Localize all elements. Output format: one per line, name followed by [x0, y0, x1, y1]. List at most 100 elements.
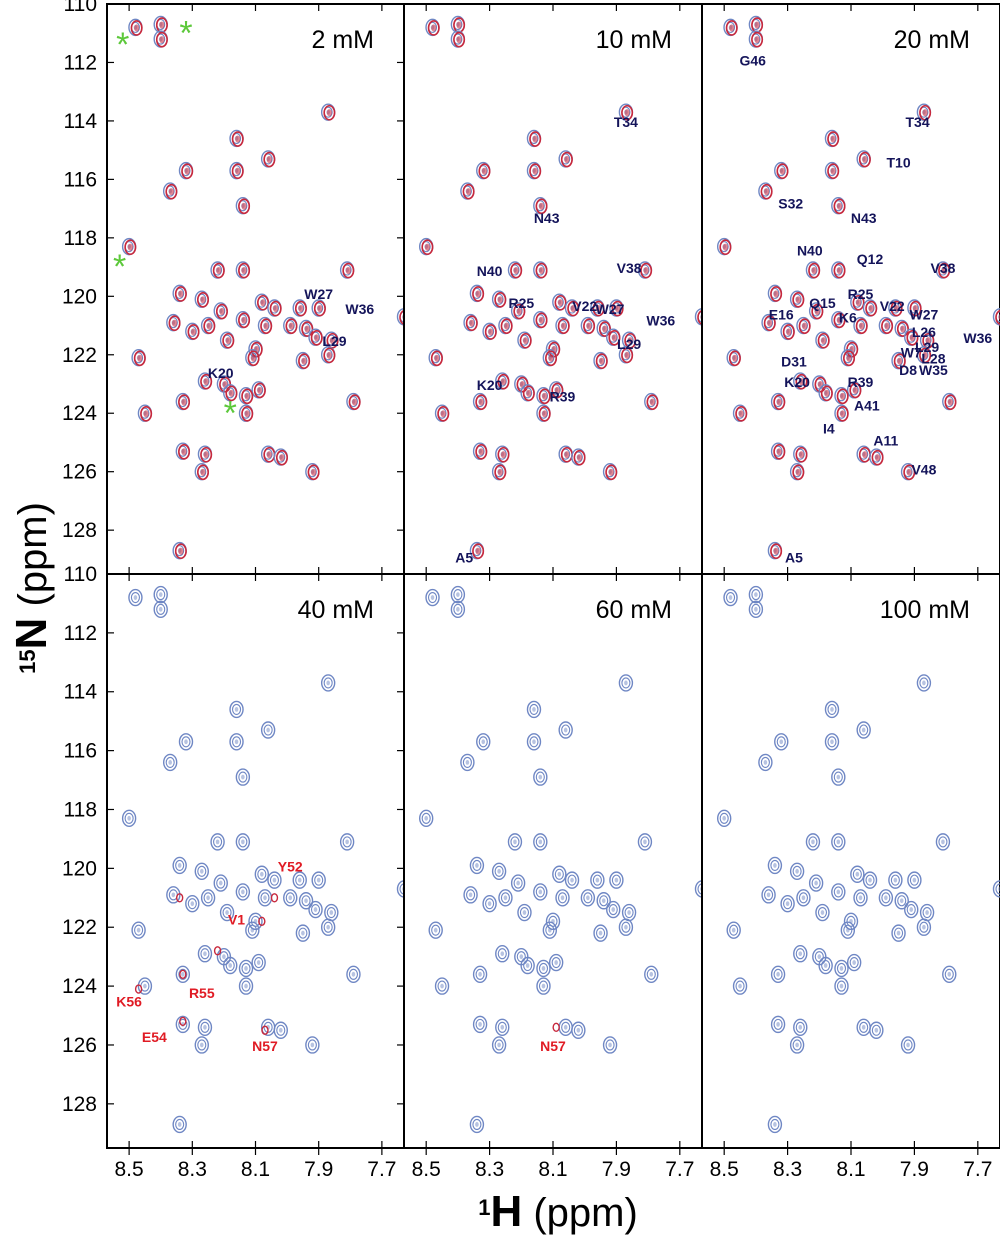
peak-contour: [922, 681, 926, 686]
peak-contour-red: [796, 296, 801, 303]
peak-contour: [884, 895, 888, 900]
peak-contour-red: [609, 469, 614, 476]
peak-contour: [542, 966, 546, 971]
x-tick-label: 7.9: [900, 1158, 929, 1181]
peak-contour-red: [431, 24, 436, 31]
x-tick-label: 8.3: [178, 1158, 207, 1181]
peak-contour: [586, 895, 590, 900]
peak-contour: [539, 839, 543, 844]
peak-contour: [206, 895, 210, 900]
peak-contour: [222, 954, 226, 959]
peak-contour-red: [533, 135, 538, 142]
spectrum-panel-4: N5760 mM: [404, 574, 709, 1148]
peak-contour: [475, 863, 479, 868]
peak-contour: [181, 972, 185, 977]
peak-contour-red: [859, 323, 864, 330]
y-tick-label: 124: [62, 975, 97, 998]
x-tick-label: 7.7: [367, 1158, 396, 1181]
peak-contour-red: [561, 323, 566, 330]
peak-contour-red: [441, 410, 446, 417]
peak-contour: [184, 739, 188, 744]
peak-contour-red: [599, 358, 604, 365]
peak-contour-red: [723, 244, 728, 251]
peak-contour-red: [128, 244, 133, 251]
peak-contour: [241, 775, 245, 780]
peak-contour: [478, 1022, 482, 1027]
peak-contour-red: [181, 399, 186, 406]
residue-label: R55: [189, 985, 215, 1001]
peak-contour-red: [558, 299, 563, 306]
peak-contour: [542, 984, 546, 989]
peak-contour-red: [799, 451, 804, 458]
peak-contour: [856, 872, 860, 877]
peak-contour-red: [159, 36, 164, 43]
peak-contour-red: [602, 325, 607, 332]
peak-contour-red: [172, 320, 177, 327]
peak-contour: [532, 739, 536, 744]
peak-contour: [776, 972, 780, 977]
residue-label: A5: [785, 549, 803, 565]
peak-contour-red: [327, 352, 332, 359]
peak-contour: [798, 1025, 802, 1030]
peak-contour-red: [479, 448, 484, 455]
peak-contour-red: [207, 323, 212, 330]
residue-label: W27: [596, 301, 625, 317]
peak-contour-red: [200, 469, 205, 476]
peak-contour-red: [267, 156, 272, 163]
panel-title: 100 mM: [880, 596, 970, 624]
peak-contour: [301, 931, 305, 936]
peak-contour: [602, 898, 606, 903]
peak-contour: [596, 878, 600, 883]
peak-contour: [203, 951, 207, 956]
peak-contour-red: [764, 188, 769, 195]
peak-contour: [159, 592, 163, 597]
panel-frame: [107, 574, 404, 1148]
peak-contour-red: [245, 410, 250, 417]
y-tick-label: 126: [62, 1034, 97, 1057]
peak-contour: [779, 739, 783, 744]
peak-contour: [722, 816, 726, 821]
peak-contour: [143, 984, 147, 989]
peak-contour-red: [577, 454, 582, 461]
peak-contour: [906, 1043, 910, 1048]
y-tick-label: 128: [62, 1093, 97, 1116]
y-tick-label: 118: [64, 798, 97, 821]
panel-title: 2 mM: [312, 26, 375, 54]
peak-contour-red: [264, 323, 269, 330]
residue-label: R25: [508, 295, 534, 311]
peak-contour: [561, 895, 565, 900]
peak-contour-red: [144, 410, 149, 417]
peak-contour: [168, 760, 172, 765]
residue-label: L29: [322, 333, 346, 349]
peak-contour: [862, 1025, 866, 1030]
peak-contour-red: [548, 355, 553, 362]
peak-contour-red: [298, 305, 303, 312]
peak-contour-red: [777, 448, 782, 455]
peak-contour-red: [796, 469, 801, 476]
peak-contour-red: [181, 448, 186, 455]
peak-contour-red: [479, 399, 484, 406]
peak-contour: [273, 878, 277, 883]
peak-contour: [564, 1025, 568, 1030]
peak-contour: [786, 901, 790, 906]
panel-frame: [107, 4, 404, 574]
residue-label: V22: [880, 298, 905, 314]
peak-contour: [469, 892, 473, 897]
peak-contour: [481, 739, 485, 744]
peak-contour: [263, 895, 267, 900]
residue-label: E54: [142, 1029, 167, 1045]
panel-title: 10 mM: [596, 26, 672, 54]
residue-label: W27: [910, 307, 939, 323]
residue-label: A41: [854, 397, 880, 413]
residue-label: A11: [873, 432, 898, 448]
x-tick-label: 8.1: [241, 1158, 270, 1181]
residue-label: V48: [911, 462, 936, 478]
peak-contour-red: [235, 168, 240, 175]
peak-contour-red: [456, 21, 461, 28]
peak-contour: [840, 966, 844, 971]
peak-contour: [497, 1043, 501, 1048]
peak-contour: [732, 928, 736, 933]
peak-contour: [913, 878, 917, 883]
spectrum-panel-2: G46T34T10S32N43N40Q12V38R25Q15 V22E16 W27K…: [702, 4, 1000, 574]
residue-label: V1: [228, 911, 245, 927]
